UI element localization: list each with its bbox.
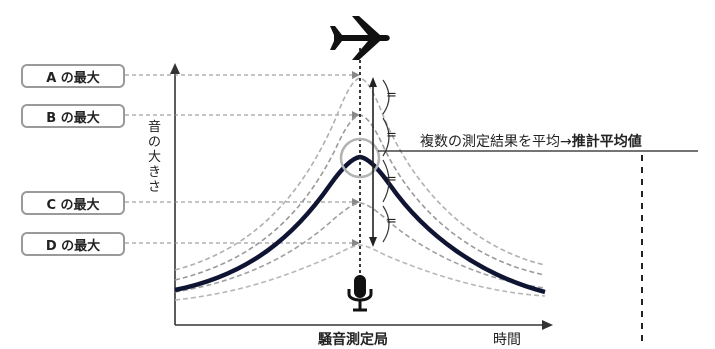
bracket-3 <box>382 159 390 203</box>
result-prefix: 複数の測定結果を平均→ <box>420 134 572 150</box>
equal-mark-1: = <box>386 88 397 103</box>
y-axis-arrow <box>170 63 180 74</box>
c-max-label: C の最大 <box>21 191 125 215</box>
bracket-1 <box>382 79 390 115</box>
airplane-icon <box>330 16 390 60</box>
station-label: 騒音測定局 <box>318 332 388 348</box>
a-max-label: A の最大 <box>21 64 125 88</box>
curve-a <box>174 77 546 271</box>
equal-mark-3: = <box>386 172 397 187</box>
result-text: 複数の測定結果を平均→推計平均値 <box>420 131 642 151</box>
curve-d <box>174 244 546 301</box>
b-max-label: B の最大 <box>21 104 125 128</box>
y-axis-label: 音 の 大 き さ <box>148 120 162 195</box>
result-emphasis: 推計平均値 <box>571 134 642 150</box>
equal-mark-4: = <box>386 214 397 229</box>
bracket-4 <box>382 205 390 243</box>
x-axis-label: 時間 <box>493 332 521 348</box>
equal-mark-2: = <box>386 128 397 143</box>
bracket-2 <box>382 117 390 157</box>
microphone-icon <box>347 275 373 312</box>
d-max-label: D の最大 <box>21 232 125 256</box>
average-peak-circle <box>339 137 381 179</box>
x-axis-arrow <box>542 320 553 330</box>
curve-c <box>174 202 546 293</box>
